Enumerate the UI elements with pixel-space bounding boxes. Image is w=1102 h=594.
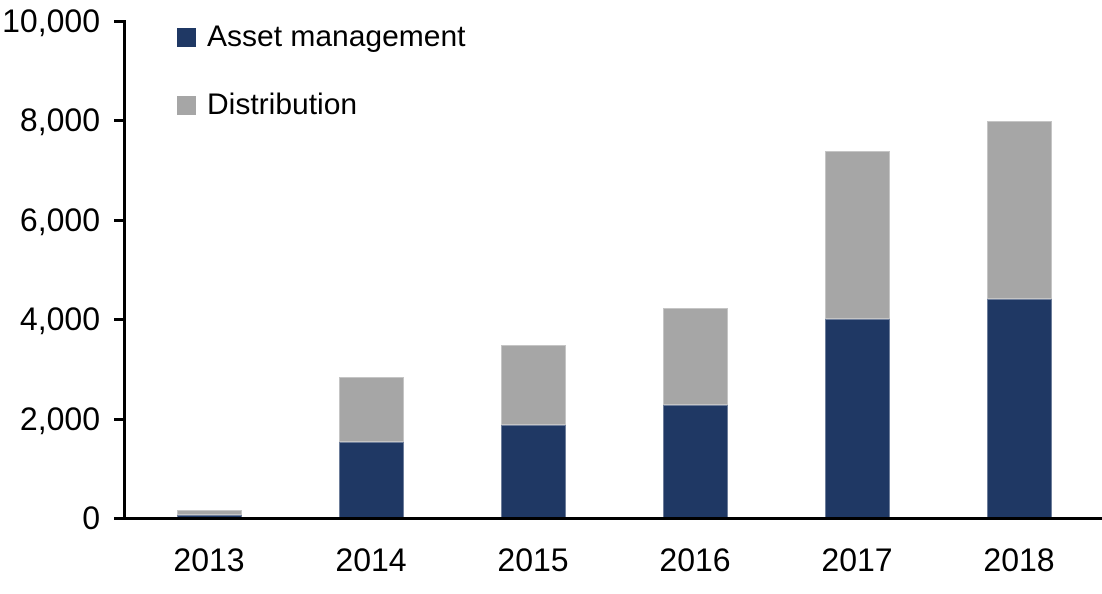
y-axis-tick xyxy=(114,119,126,122)
y-axis-tick xyxy=(114,219,126,222)
bar-segment-distribution-2013 xyxy=(176,509,242,516)
bar-segment-asset-management-2015 xyxy=(500,425,566,519)
x-axis-line xyxy=(123,517,1102,520)
bar-segment-asset-management-2017 xyxy=(824,318,890,519)
legend-item-asset-management: Asset management xyxy=(177,20,465,54)
x-axis-label-2014: 2014 xyxy=(335,542,407,578)
y-axis-tick xyxy=(114,318,126,321)
y-axis-tick-label: 8,000 xyxy=(19,102,100,138)
x-axis-label-2013: 2013 xyxy=(173,542,245,578)
x-axis-label-2017: 2017 xyxy=(821,542,893,578)
legend-swatch-distribution xyxy=(177,95,196,115)
bar-segment-distribution-2015 xyxy=(500,344,566,426)
y-axis-tick-label: 0 xyxy=(82,500,100,536)
bar-segment-asset-management-2018 xyxy=(986,298,1052,519)
y-axis-tick-label: 10,000 xyxy=(2,3,100,39)
bar-segment-asset-management-2014 xyxy=(338,442,404,519)
bar-segment-distribution-2017 xyxy=(824,151,890,319)
y-axis-tick xyxy=(114,418,126,421)
bar-segment-distribution-2018 xyxy=(986,121,1052,299)
legend-item-distribution: Distribution xyxy=(177,88,357,122)
y-axis-line xyxy=(123,20,126,520)
bar-segment-distribution-2016 xyxy=(662,307,728,406)
y-axis-tick-label: 6,000 xyxy=(19,202,100,238)
bar-segment-distribution-2014 xyxy=(338,376,404,442)
x-axis-label-2018: 2018 xyxy=(983,542,1055,578)
y-axis-tick-label: 4,000 xyxy=(19,301,100,337)
x-axis-label-2016: 2016 xyxy=(659,542,731,578)
y-axis-tick xyxy=(114,517,126,520)
legend-swatch-asset-management xyxy=(177,27,196,47)
legend-label-distribution: Distribution xyxy=(207,88,358,121)
y-axis-tick-label: 2,000 xyxy=(19,401,100,437)
x-axis-label-2015: 2015 xyxy=(497,542,569,578)
y-axis-tick xyxy=(114,20,126,23)
bar-segment-asset-management-2016 xyxy=(662,405,728,519)
legend-label-asset-management: Asset management xyxy=(207,20,466,53)
